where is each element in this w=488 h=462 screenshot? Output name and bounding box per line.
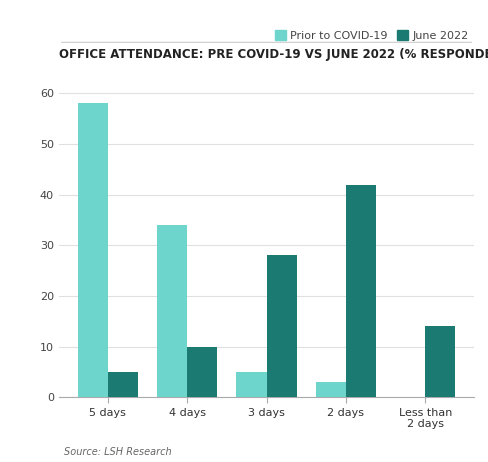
Bar (187, 346, 217, 397)
Bar (107, 372, 138, 397)
Bar (157, 225, 187, 397)
Bar (78, 103, 107, 397)
Legend: Prior to COVID-19, June 2022: Prior to COVID-19, June 2022 (270, 26, 472, 45)
Bar (345, 184, 375, 397)
Bar (266, 255, 296, 397)
Text: OFFICE ATTENDANCE: PRE COVID-19 VS JUNE 2022 (% RESPONDENTS): OFFICE ATTENDANCE: PRE COVID-19 VS JUNE … (59, 48, 488, 61)
Bar (425, 326, 454, 397)
Bar (236, 372, 266, 397)
Bar (315, 382, 345, 397)
Text: Source: LSH Research: Source: LSH Research (63, 447, 171, 457)
